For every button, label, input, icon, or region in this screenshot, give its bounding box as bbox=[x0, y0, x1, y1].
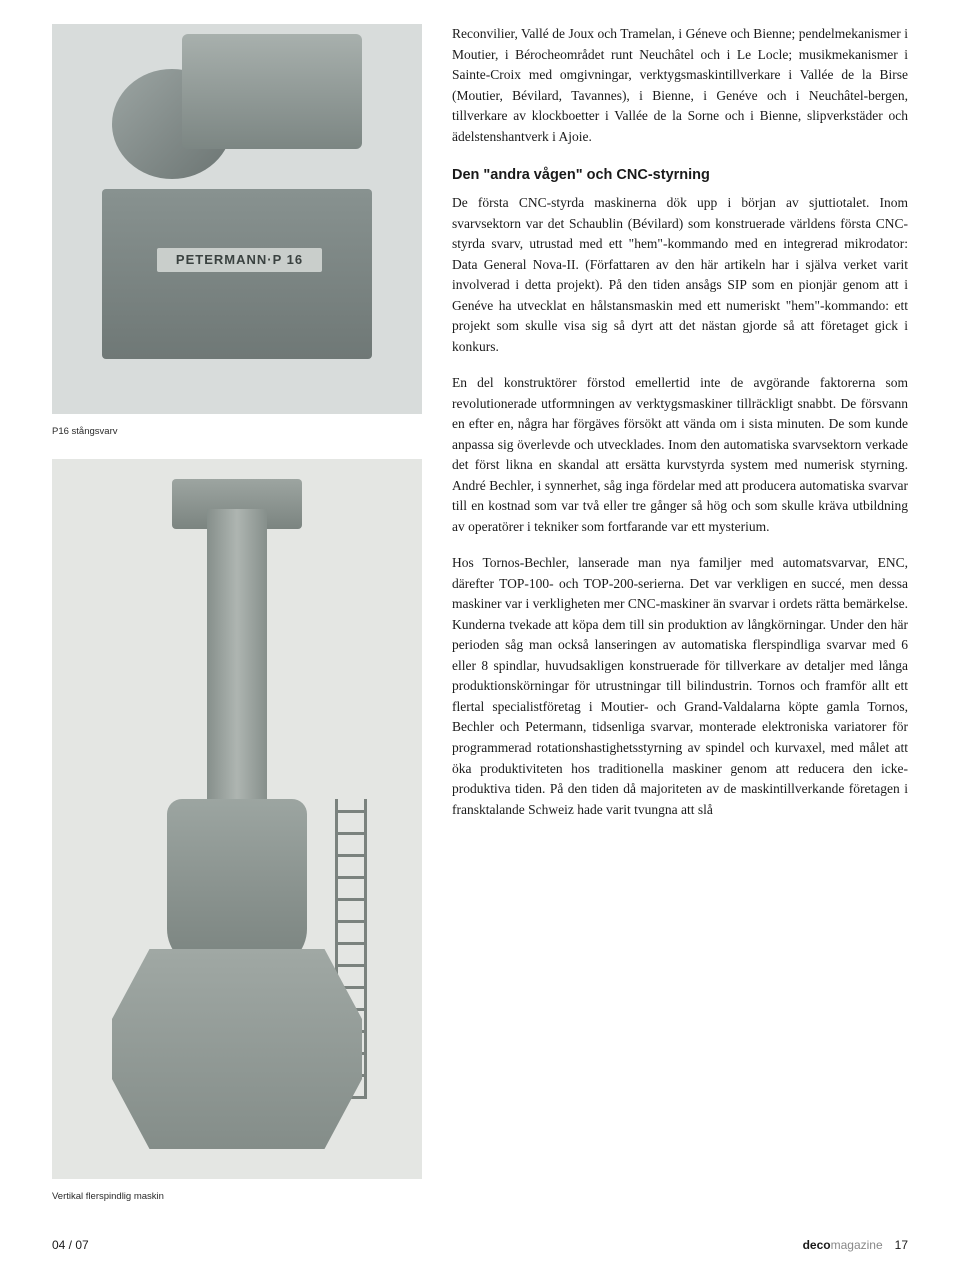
machine-nameplate: PETERMANN·P 16 bbox=[157, 248, 322, 272]
machine-shape bbox=[167, 799, 307, 969]
footer-right: decomagazine 17 bbox=[803, 1238, 908, 1252]
machine-shape bbox=[182, 34, 362, 149]
machine-shape bbox=[207, 509, 267, 809]
article-body: Reconvilier, Vallé de Joux och Tramelan,… bbox=[452, 24, 908, 1202]
section-heading: Den "andra vågen" och CNC-styrning bbox=[452, 167, 908, 183]
magazine-name: decomagazine bbox=[803, 1238, 883, 1252]
figure-caption-1: P16 stångsvarv bbox=[52, 426, 422, 437]
left-column: PETERMANN·P 16 P16 stångsvarv Vertikal f… bbox=[52, 24, 422, 1202]
paragraph: De första CNC-styrda maskinerna dök upp … bbox=[452, 193, 908, 357]
figure-vertical-multispindle bbox=[52, 459, 422, 1179]
paragraph: Hos Tornos-Bechler, lanserade man nya fa… bbox=[452, 553, 908, 820]
paragraph: Reconvilier, Vallé de Joux och Tramelan,… bbox=[452, 24, 908, 147]
page-footer: 04 / 07 decomagazine 17 bbox=[52, 1238, 908, 1252]
figure-p16-lathe: PETERMANN·P 16 bbox=[52, 24, 422, 414]
figure-caption-2: Vertikal flerspindlig maskin bbox=[52, 1191, 422, 1202]
machine-shape bbox=[102, 189, 372, 359]
paragraph: En del konstruktörer förstod emellertid … bbox=[452, 373, 908, 537]
page-number: 17 bbox=[895, 1238, 908, 1252]
machine-shape bbox=[112, 949, 362, 1149]
issue-number: 04 / 07 bbox=[52, 1238, 89, 1252]
